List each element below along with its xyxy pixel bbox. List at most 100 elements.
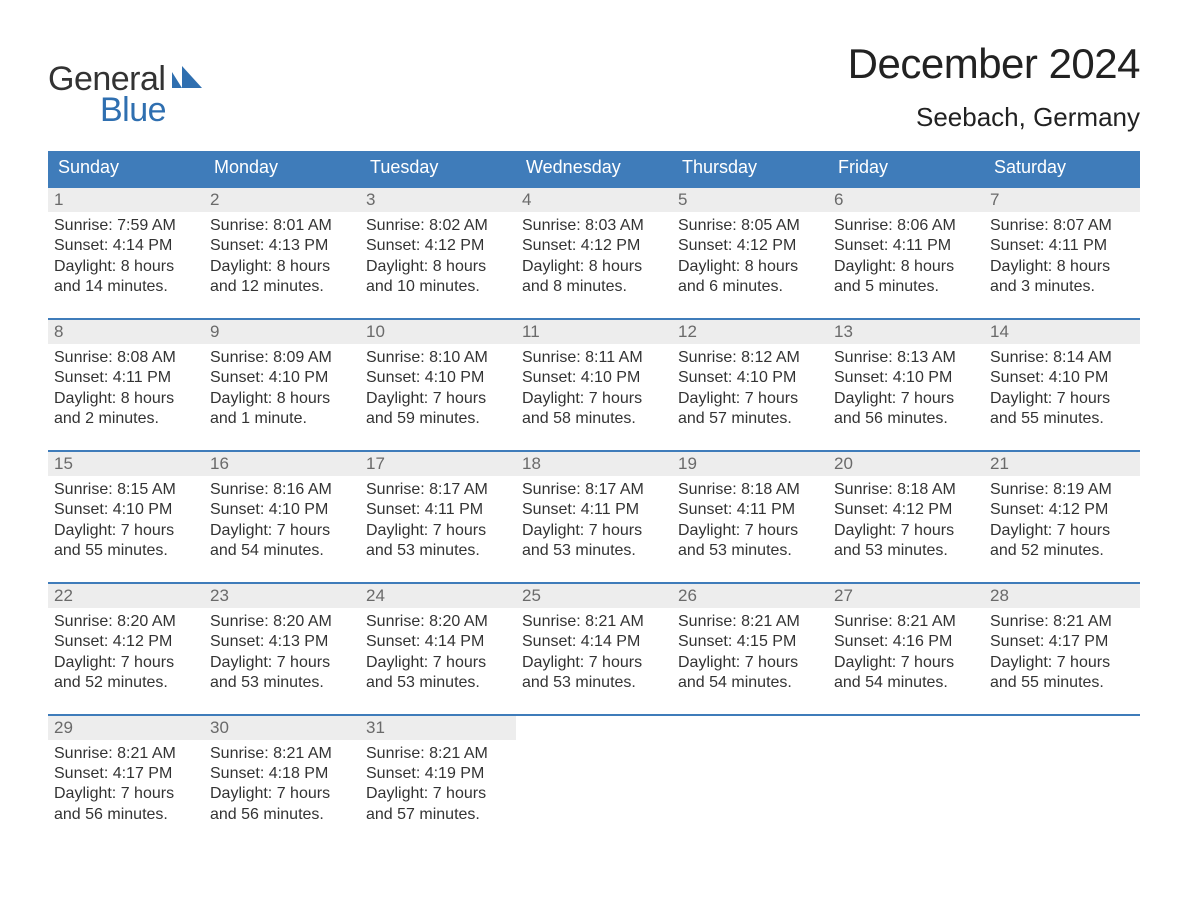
day-cell: 5Sunrise: 8:05 AMSunset: 4:12 PMDaylight… (672, 188, 828, 304)
daylight-line-1: Daylight: 8 hours (834, 257, 978, 277)
daylight-line-1: Daylight: 7 hours (54, 784, 198, 804)
day-cell: 20Sunrise: 8:18 AMSunset: 4:12 PMDayligh… (828, 452, 984, 568)
day-content: Sunrise: 8:20 AMSunset: 4:13 PMDaylight:… (204, 608, 360, 700)
daylight-line-1: Daylight: 7 hours (678, 653, 822, 673)
sunset-line: Sunset: 4:10 PM (210, 368, 354, 388)
daylight-line-1: Daylight: 7 hours (366, 521, 510, 541)
sunset-line: Sunset: 4:11 PM (522, 500, 666, 520)
daylight-line-2: and 6 minutes. (678, 277, 822, 297)
daylight-line-2: and 54 minutes. (834, 673, 978, 693)
day-content: Sunrise: 8:21 AMSunset: 4:17 PMDaylight:… (984, 608, 1140, 700)
day-cell: 1Sunrise: 7:59 AMSunset: 4:14 PMDaylight… (48, 188, 204, 304)
page: General Blue December 2024 Seebach, Germ… (0, 0, 1188, 871)
day-number: 16 (204, 452, 360, 476)
day-content: Sunrise: 8:21 AMSunset: 4:15 PMDaylight:… (672, 608, 828, 700)
daylight-line-2: and 1 minute. (210, 409, 354, 429)
week-row: 29Sunrise: 8:21 AMSunset: 4:17 PMDayligh… (48, 714, 1140, 832)
sunrise-line: Sunrise: 8:10 AM (366, 348, 510, 368)
daylight-line-1: Daylight: 7 hours (990, 653, 1134, 673)
daylight-line-2: and 8 minutes. (522, 277, 666, 297)
day-cell: 15Sunrise: 8:15 AMSunset: 4:10 PMDayligh… (48, 452, 204, 568)
day-cell: 26Sunrise: 8:21 AMSunset: 4:15 PMDayligh… (672, 584, 828, 700)
dow-saturday: Saturday (984, 151, 1140, 186)
sunrise-line: Sunrise: 8:07 AM (990, 216, 1134, 236)
daylight-line-2: and 53 minutes. (210, 673, 354, 693)
day-number: 14 (984, 320, 1140, 344)
day-cell: 3Sunrise: 8:02 AMSunset: 4:12 PMDaylight… (360, 188, 516, 304)
daylight-line-1: Daylight: 7 hours (54, 653, 198, 673)
sunrise-line: Sunrise: 8:21 AM (678, 612, 822, 632)
day-content: Sunrise: 8:08 AMSunset: 4:11 PMDaylight:… (48, 344, 204, 436)
sunrise-line: Sunrise: 8:20 AM (366, 612, 510, 632)
day-number: 18 (516, 452, 672, 476)
sunrise-line: Sunrise: 8:21 AM (54, 744, 198, 764)
day-number: 6 (828, 188, 984, 212)
day-content: Sunrise: 8:09 AMSunset: 4:10 PMDaylight:… (204, 344, 360, 436)
day-number: 3 (360, 188, 516, 212)
sunrise-line: Sunrise: 8:21 AM (522, 612, 666, 632)
daylight-line-2: and 52 minutes. (54, 673, 198, 693)
daylight-line-2: and 55 minutes. (990, 409, 1134, 429)
sunset-line: Sunset: 4:12 PM (990, 500, 1134, 520)
daylight-line-1: Daylight: 7 hours (678, 521, 822, 541)
day-cell (516, 716, 672, 832)
daylight-line-1: Daylight: 7 hours (834, 521, 978, 541)
day-content: Sunrise: 8:03 AMSunset: 4:12 PMDaylight:… (516, 212, 672, 304)
sunrise-line: Sunrise: 8:21 AM (210, 744, 354, 764)
daylight-line-2: and 57 minutes. (678, 409, 822, 429)
daylight-line-1: Daylight: 7 hours (54, 521, 198, 541)
daylight-line-1: Daylight: 7 hours (366, 653, 510, 673)
day-cell: 7Sunrise: 8:07 AMSunset: 4:11 PMDaylight… (984, 188, 1140, 304)
sunrise-line: Sunrise: 8:09 AM (210, 348, 354, 368)
sunset-line: Sunset: 4:13 PM (210, 236, 354, 256)
day-cell: 16Sunrise: 8:16 AMSunset: 4:10 PMDayligh… (204, 452, 360, 568)
sunrise-line: Sunrise: 8:15 AM (54, 480, 198, 500)
logo-text: General Blue (48, 60, 202, 130)
day-content: Sunrise: 8:06 AMSunset: 4:11 PMDaylight:… (828, 212, 984, 304)
sunrise-line: Sunrise: 8:13 AM (834, 348, 978, 368)
day-cell: 28Sunrise: 8:21 AMSunset: 4:17 PMDayligh… (984, 584, 1140, 700)
day-number: 27 (828, 584, 984, 608)
week-row: 8Sunrise: 8:08 AMSunset: 4:11 PMDaylight… (48, 318, 1140, 436)
day-cell (984, 716, 1140, 832)
week-row: 15Sunrise: 8:15 AMSunset: 4:10 PMDayligh… (48, 450, 1140, 568)
daylight-line-2: and 53 minutes. (366, 673, 510, 693)
day-number: 12 (672, 320, 828, 344)
day-cell (828, 716, 984, 832)
daylight-line-1: Daylight: 7 hours (522, 653, 666, 673)
day-of-week-header: Sunday Monday Tuesday Wednesday Thursday… (48, 151, 1140, 186)
month-title: December 2024 (848, 40, 1140, 88)
logo-word-blue: Blue (100, 91, 202, 130)
day-content: Sunrise: 8:17 AMSunset: 4:11 PMDaylight:… (360, 476, 516, 568)
day-number: 31 (360, 716, 516, 740)
sunrise-line: Sunrise: 8:16 AM (210, 480, 354, 500)
day-cell: 22Sunrise: 8:20 AMSunset: 4:12 PMDayligh… (48, 584, 204, 700)
sunset-line: Sunset: 4:10 PM (834, 368, 978, 388)
day-content: Sunrise: 8:07 AMSunset: 4:11 PMDaylight:… (984, 212, 1140, 304)
sunset-line: Sunset: 4:10 PM (990, 368, 1134, 388)
dow-tuesday: Tuesday (360, 151, 516, 186)
daylight-line-2: and 2 minutes. (54, 409, 198, 429)
day-number: 13 (828, 320, 984, 344)
day-cell: 25Sunrise: 8:21 AMSunset: 4:14 PMDayligh… (516, 584, 672, 700)
daylight-line-1: Daylight: 8 hours (366, 257, 510, 277)
day-number: 24 (360, 584, 516, 608)
sunset-line: Sunset: 4:11 PM (990, 236, 1134, 256)
sunset-line: Sunset: 4:13 PM (210, 632, 354, 652)
daylight-line-2: and 57 minutes. (366, 805, 510, 825)
sunrise-line: Sunrise: 8:03 AM (522, 216, 666, 236)
day-content: Sunrise: 8:15 AMSunset: 4:10 PMDaylight:… (48, 476, 204, 568)
day-cell: 11Sunrise: 8:11 AMSunset: 4:10 PMDayligh… (516, 320, 672, 436)
daylight-line-1: Daylight: 7 hours (834, 653, 978, 673)
daylight-line-1: Daylight: 8 hours (54, 389, 198, 409)
daylight-line-1: Daylight: 7 hours (210, 784, 354, 804)
day-cell: 12Sunrise: 8:12 AMSunset: 4:10 PMDayligh… (672, 320, 828, 436)
sunrise-line: Sunrise: 8:21 AM (990, 612, 1134, 632)
daylight-line-1: Daylight: 7 hours (834, 389, 978, 409)
sunset-line: Sunset: 4:12 PM (678, 236, 822, 256)
daylight-line-2: and 53 minutes. (522, 541, 666, 561)
sunrise-line: Sunrise: 7:59 AM (54, 216, 198, 236)
daylight-line-1: Daylight: 8 hours (210, 389, 354, 409)
sunset-line: Sunset: 4:17 PM (54, 764, 198, 784)
daylight-line-2: and 55 minutes. (990, 673, 1134, 693)
